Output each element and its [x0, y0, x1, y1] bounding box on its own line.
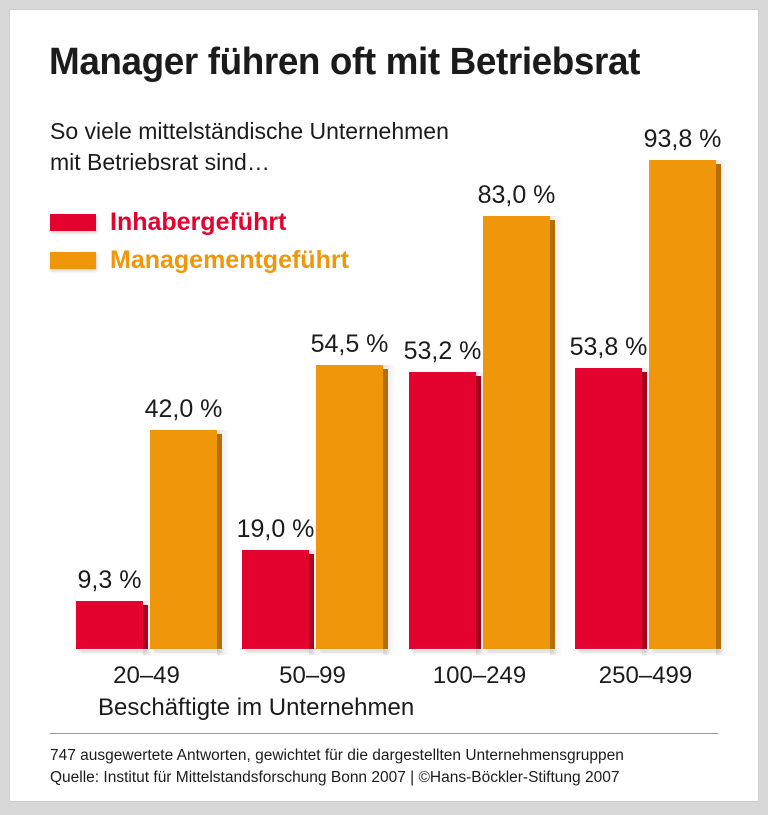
bar-managementgeführt-100-249[interactable]: [483, 216, 563, 655]
bar-value-label: 42,0 %: [144, 394, 223, 423]
bar-right-edge: [217, 433, 222, 649]
bar-right-edge: [143, 604, 148, 649]
bar-drop-shadow: [320, 648, 388, 653]
bar-managementgeführt-20-49[interactable]: [150, 429, 230, 655]
bar-right-edge: [642, 372, 647, 649]
bar-value-label: 83,0 %: [477, 181, 556, 210]
bar-right-edge: [550, 220, 555, 649]
bar-face: [575, 368, 642, 649]
bar-value-label: 54,5 %: [310, 329, 389, 358]
bar-face: [150, 429, 217, 649]
bar-drop-shadow: [579, 648, 647, 653]
bar-drop-shadow: [154, 648, 222, 653]
footnote-source: Quelle: Institut für Mittelstandsforschu…: [50, 769, 620, 786]
bar-face: [483, 216, 550, 649]
bar-value-label: 19,0 %: [236, 514, 315, 543]
bar-drop-shadow: [653, 648, 721, 653]
legend-swatch-orange: [50, 251, 96, 269]
legend-swatch-red: [50, 213, 96, 231]
chart-subtitle: So viele mittelständische Unternehmen mi…: [50, 118, 449, 175]
x-axis-tick-2: 100–249: [432, 662, 527, 689]
bar-value-label: 9,3 %: [77, 565, 142, 594]
bar-inhabergeführt-20-49[interactable]: [76, 600, 156, 655]
bar-right-edge: [476, 375, 481, 649]
bar-right-edge: [716, 163, 721, 649]
x-axis-tick-1: 50–99: [279, 662, 346, 689]
bar-value-label: 53,2 %: [403, 336, 482, 365]
bar-right-edge: [309, 553, 314, 649]
bar-right-edge: [383, 368, 388, 649]
bar-managementgeführt-50-99[interactable]: [316, 364, 396, 655]
legend-item-managementgefuehrt[interactable]: Managementgeführt: [50, 241, 349, 279]
page-title: Manager führen oft mit Betriebsrat: [49, 41, 640, 83]
bar-managementgeführt-250-499[interactable]: [649, 159, 729, 655]
bar-inhabergeführt-50-99[interactable]: [242, 549, 322, 655]
bar-drop-shadow: [80, 648, 148, 653]
bar-inhabergeführt-250-499[interactable]: [575, 368, 655, 655]
bar-drop-shadow: [487, 648, 555, 653]
bar-drop-shadow: [246, 648, 314, 653]
legend-label-managementgefuehrt: Managementgeführt: [110, 245, 349, 274]
bar-value-label: 93,8 %: [643, 124, 722, 153]
footer-divider: [50, 733, 718, 734]
bar-value-label: 53,8 %: [569, 333, 648, 362]
bar-face: [76, 600, 143, 649]
bar-drop-shadow: [413, 648, 481, 653]
x-axis-title: Beschäftigte im Unternehmen: [98, 694, 415, 721]
bar-face: [316, 364, 383, 649]
legend-item-inhabergefuehrt[interactable]: Inhabergeführt: [50, 203, 349, 241]
bar-chart-plot-area: 9,3 % 42,0 % 20–49 19,0 % 54,5 % 50–99 53,2 % 8…: [10, 10, 758, 801]
x-axis-tick-3: 250–499: [598, 662, 693, 689]
bar-face: [649, 159, 716, 649]
legend-label-inhabergefuehrt: Inhabergeführt: [110, 207, 287, 236]
x-axis-tick-0: 20–49: [113, 662, 180, 689]
footnote-sample: 747 ausgewertete Antworten, gewichtet fü…: [50, 747, 624, 764]
bar-face: [242, 549, 309, 649]
chart-legend: Inhabergeführt Managementgeführt: [50, 203, 349, 279]
bar-face: [409, 371, 476, 649]
bar-inhabergeführt-100-249[interactable]: [409, 371, 489, 655]
infographic-card: Manager führen oft mit Betriebsrat So vi…: [9, 9, 759, 802]
